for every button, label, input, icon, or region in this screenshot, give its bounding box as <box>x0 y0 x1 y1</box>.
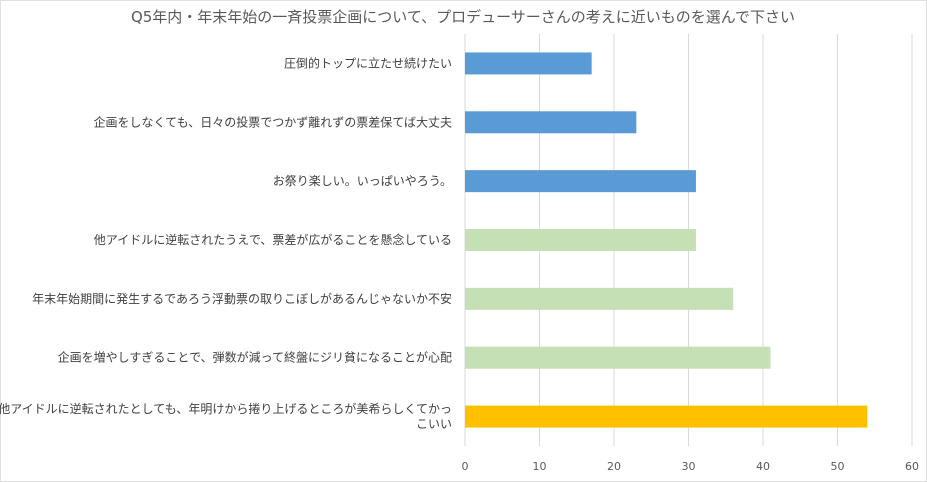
category-label: お祭り楽しい。いっぱいやろう。 <box>273 174 452 188</box>
gridlines <box>464 34 913 446</box>
bars <box>465 52 868 428</box>
chart-title: Q5年内・年末年始の一斉投票企画について、プロデューサーさんの考えに近いものを選… <box>131 8 795 26</box>
bar <box>465 346 771 369</box>
category-label: 年末年始期間に発生するであろう浮動票の取りこぼしがあるんじゃないか不安 <box>32 291 452 306</box>
x-tick-label: 30 <box>682 460 696 473</box>
x-tick-label: 40 <box>756 460 770 473</box>
category-label: 他アイドルに逆転されたとしても、年明けから捲り上げるところが美希らしくてかっ <box>0 401 452 416</box>
x-tick-label: 50 <box>831 460 845 473</box>
x-tick-label: 10 <box>533 460 547 473</box>
x-tick-label: 20 <box>607 460 621 473</box>
category-label: こいい <box>416 417 452 431</box>
category-label: 圧倒的トップに立たせ続けたい <box>284 55 452 70</box>
category-label: 企画をしなくても、日々の投票でつかず離れずの票差保てば大丈夫 <box>94 114 452 129</box>
bar <box>465 52 592 75</box>
category-labels: 圧倒的トップに立たせ続けたい企画をしなくても、日々の投票でつかず離れずの票差保て… <box>0 55 452 431</box>
x-axis-ticks: 0 10 20 30 40 50 60 <box>462 460 920 473</box>
bar <box>465 287 734 310</box>
bar <box>465 405 868 428</box>
category-label: 企画を増やしすぎることで、弾数が減って終盤にジリ貧になることが心配 <box>58 350 452 365</box>
x-tick-label: 60 <box>905 460 919 473</box>
category-label: 他アイドルに逆転されたうえで、票差が広がることを懸念している <box>94 232 452 247</box>
bar <box>465 111 637 134</box>
x-tick-label: 0 <box>462 460 469 473</box>
bar <box>465 170 696 193</box>
bar <box>465 229 696 251</box>
